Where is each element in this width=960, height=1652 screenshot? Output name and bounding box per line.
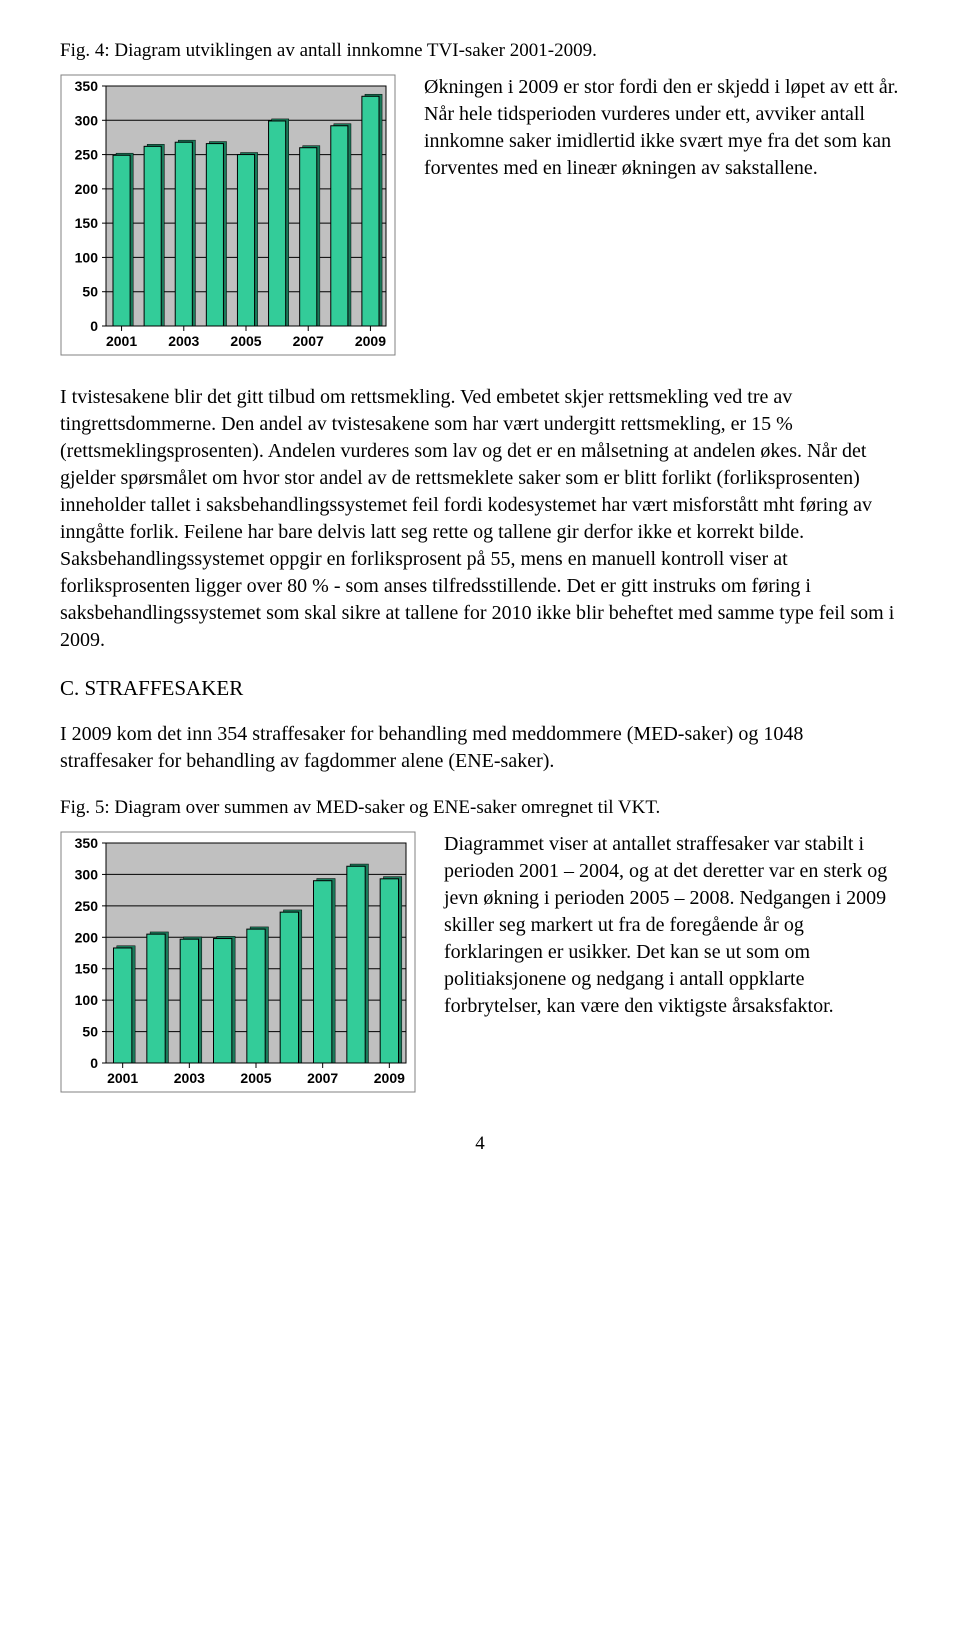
fig4-caption: Fig. 4: Diagram utviklingen av antall in… [60, 40, 900, 62]
svg-text:50: 50 [82, 284, 98, 300]
fig5-row: 0 50 100 150 200 250 300 350 2001 2003 2005 2007 200… [60, 831, 900, 1093]
svg-text:2007: 2007 [293, 333, 324, 349]
fig5-side-text: Diagrammet viser at antallet straffesake… [444, 831, 900, 1020]
section-c-heading: C. STRAFFESAKER [60, 676, 900, 701]
svg-text:200: 200 [75, 181, 99, 197]
svg-text:0: 0 [90, 318, 98, 334]
svg-text:300: 300 [75, 866, 99, 882]
svg-text:250: 250 [75, 898, 99, 914]
svg-text:2001: 2001 [106, 333, 137, 349]
svg-text:2009: 2009 [374, 1070, 405, 1086]
svg-text:2005: 2005 [240, 1070, 271, 1086]
svg-text:300: 300 [75, 112, 99, 128]
svg-text:0: 0 [90, 1055, 98, 1071]
page-number: 4 [60, 1133, 900, 1155]
svg-text:250: 250 [75, 147, 99, 163]
svg-text:2009: 2009 [355, 333, 386, 349]
svg-text:50: 50 [82, 1024, 98, 1040]
svg-text:2001: 2001 [107, 1070, 138, 1086]
svg-text:2003: 2003 [168, 333, 199, 349]
svg-text:150: 150 [75, 961, 99, 977]
fig5-caption: Fig. 5: Diagram over summen av MED-saker… [60, 797, 900, 819]
fig4-row: 0 50 100 150 200 250 300 350 2001 2003 2005 2007 200… [60, 74, 900, 356]
svg-text:150: 150 [75, 215, 99, 231]
main-paragraph: I tvistesakene blir det gitt tilbud om r… [60, 384, 900, 654]
svg-text:2003: 2003 [174, 1070, 205, 1086]
svg-text:350: 350 [75, 835, 99, 851]
svg-text:2007: 2007 [307, 1070, 338, 1086]
svg-text:350: 350 [75, 78, 99, 94]
fig4-side-text: Økningen i 2009 er stor fordi den er skj… [424, 74, 900, 182]
svg-text:200: 200 [75, 929, 99, 945]
fig4-chart: 0 50 100 150 200 250 300 350 2001 2003 2005 2007 200… [60, 74, 396, 356]
section-c-intro: I 2009 kom det inn 354 straffesaker for … [60, 721, 900, 775]
svg-text:2005: 2005 [230, 333, 261, 349]
fig5-chart: 0 50 100 150 200 250 300 350 2001 2003 2005 2007 200… [60, 831, 416, 1093]
svg-text:100: 100 [75, 992, 99, 1008]
svg-text:100: 100 [75, 249, 99, 265]
